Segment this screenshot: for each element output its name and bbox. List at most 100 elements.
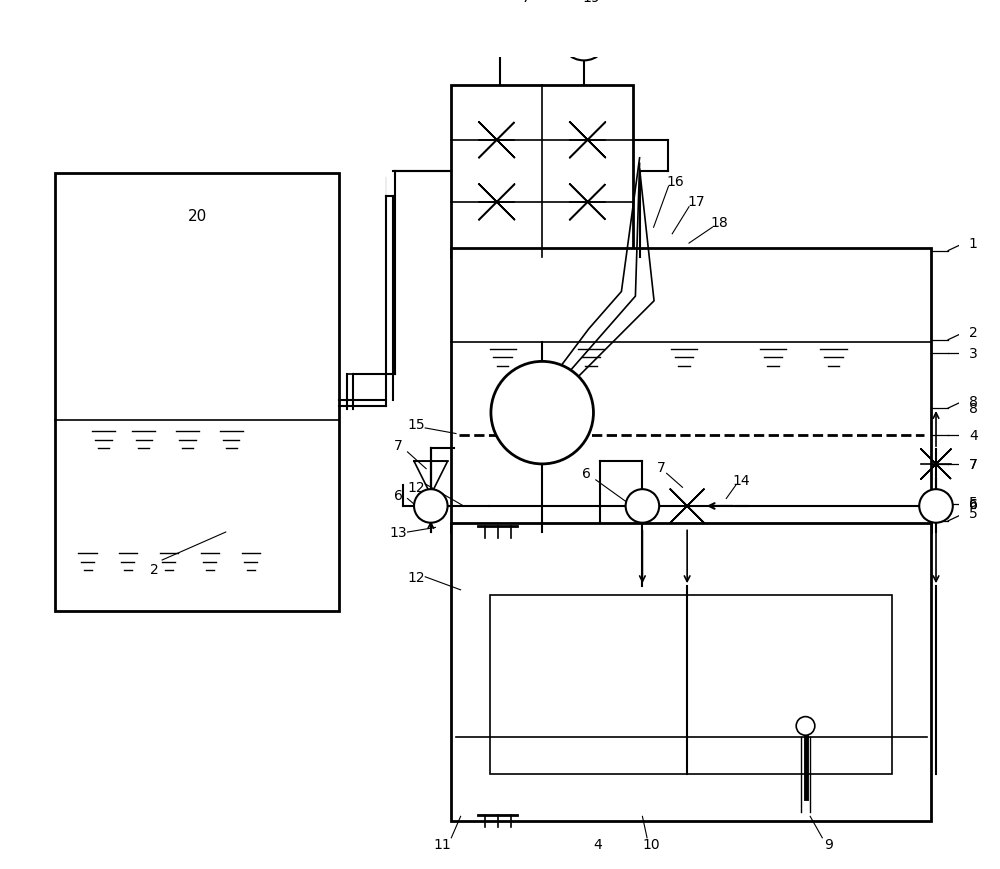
Point [708,502,724,516]
Point [515,502,531,516]
Point [890,454,906,468]
Point [866,731,882,745]
Point [902,430,918,444]
Point [466,755,482,769]
Point [805,792,821,806]
Point [854,755,870,769]
Point [612,767,628,781]
Point [539,779,555,793]
Point [708,491,724,505]
Point [842,743,858,757]
Point [490,755,506,769]
Point [527,514,543,528]
Point [466,467,482,481]
Point [503,731,519,745]
Point [599,804,615,818]
Point [612,779,628,793]
Point [878,779,894,793]
Point [539,491,555,505]
Point [914,502,930,516]
Point [660,502,676,516]
Point [624,731,640,745]
Point [648,792,664,806]
Point [478,779,494,793]
Text: 7: 7 [394,439,403,453]
Point [733,767,749,781]
Point [878,479,894,493]
Point [478,467,494,481]
Point [551,514,567,528]
Point [636,743,652,757]
Point [805,502,821,516]
Point [733,454,749,468]
Point [805,755,821,769]
Point [793,454,809,468]
Point [599,792,615,806]
Point [721,502,737,516]
Point [490,491,506,505]
Point [563,743,579,757]
Point [781,491,797,505]
Point [672,731,688,745]
Point [721,731,737,745]
Point [769,755,785,769]
Point [490,430,506,444]
Point [684,792,700,806]
Bar [490,596,892,774]
Text: 5: 5 [969,507,978,521]
Point [745,731,761,745]
Point [478,454,494,468]
Point [515,430,531,444]
Point [914,430,930,444]
Point [624,479,640,493]
Point [793,743,809,757]
Point [733,804,749,818]
Point [648,755,664,769]
Point [890,491,906,505]
Point [781,430,797,444]
Point [624,792,640,806]
Point [745,779,761,793]
Point [672,767,688,781]
Point [708,767,724,781]
Point [781,731,797,745]
Point [503,430,519,444]
Point [575,442,591,456]
Point [781,502,797,516]
Point [684,454,700,468]
Text: 2: 2 [150,563,159,577]
Point [902,779,918,793]
Point [684,442,700,456]
Point [551,731,567,745]
Point [478,792,494,806]
Point [490,467,506,481]
Point [515,479,531,493]
Point [672,467,688,481]
Point [636,779,652,793]
Point [612,491,628,505]
Point [878,804,894,818]
Point [612,804,628,818]
Point [757,514,773,528]
Point [636,491,652,505]
Point [684,514,700,528]
Point [527,491,543,505]
Point [696,731,712,745]
Point [672,755,688,769]
Point [914,779,930,793]
Point [612,479,628,493]
Point [818,479,834,493]
Text: 6: 6 [582,467,591,481]
Point [902,479,918,493]
Point [660,767,676,781]
Point [599,743,615,757]
Point [866,467,882,481]
Point [781,767,797,781]
Point [551,755,567,769]
Point [793,514,809,528]
Point [721,479,737,493]
Point [878,767,894,781]
Point [914,792,930,806]
Point [587,792,603,806]
Point [757,491,773,505]
